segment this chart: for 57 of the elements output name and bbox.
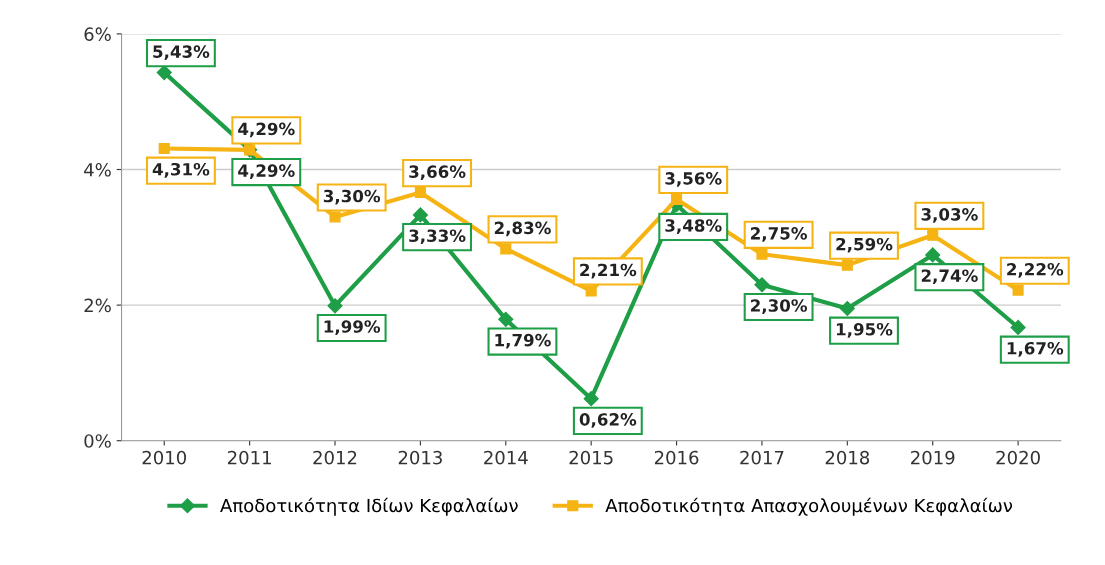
data-label: 1,79% (495, 333, 551, 349)
point (158, 142, 170, 155)
data-label: 2,83% (494, 221, 551, 237)
point (498, 311, 514, 327)
point (754, 277, 770, 293)
point (925, 247, 941, 263)
data-label: 2,30% (751, 299, 807, 314)
data-label: 3,33% (409, 229, 466, 245)
point (671, 193, 683, 205)
legend-label: Αποδοτικότητα Απασχολουμένων Κεφαλαίων (605, 497, 1013, 516)
x-tick-label: 2018 (825, 450, 870, 465)
data-label: 1,99% (324, 320, 381, 335)
point (414, 186, 426, 199)
point (329, 211, 341, 223)
x-tick-label: 2019 (911, 450, 955, 465)
x-tick-label: 2014 (484, 450, 528, 465)
y-tick-label: 6% (84, 27, 111, 42)
x-tick-label: 2017 (740, 450, 784, 465)
point (583, 391, 599, 407)
x-tick-label: 2012 (313, 450, 357, 465)
data-label: 3,30% (323, 189, 381, 205)
data-label: 2,21% (580, 263, 637, 279)
point (756, 248, 768, 260)
point (327, 298, 343, 314)
data-label: 3,48% (665, 219, 722, 234)
point (500, 243, 512, 255)
x-tick-label: 2011 (227, 450, 271, 465)
data-label: 3,56% (665, 172, 722, 187)
data-label: 4,29% (238, 164, 295, 180)
data-label: 1,95% (836, 322, 893, 338)
data-label: 5,43% (153, 45, 210, 61)
x-tick-label: 2015 (569, 450, 613, 465)
data-label: 2,59% (836, 237, 893, 253)
x-tick-label: 2016 (654, 450, 699, 465)
point (841, 259, 853, 271)
legend-label: Αποδοτικότητα Ιδίων Κεφαλαίων (220, 497, 518, 516)
data-label: 3,66% (409, 165, 466, 181)
data-label: 2,74% (921, 269, 978, 285)
point (1012, 284, 1024, 296)
data-label: 1,67% (1007, 341, 1064, 357)
data-label: 4,29% (238, 122, 295, 138)
data-label: 4,31% (152, 162, 210, 178)
data-label: 2,75% (751, 227, 807, 242)
y-tick-label: 0% (84, 434, 111, 448)
y-tick-label: 4% (84, 162, 111, 177)
point (585, 285, 597, 297)
data-label: 3,03% (921, 208, 978, 223)
x-tick-label: 2020 (996, 450, 1040, 465)
point (1010, 319, 1026, 336)
point (412, 207, 428, 223)
point (839, 300, 855, 317)
y-tick-label: 2% (84, 298, 111, 313)
x-tick-label: 2013 (398, 450, 442, 465)
x-tick-label: 2010 (142, 450, 187, 465)
data-label: 0,62% (579, 413, 637, 428)
point (927, 229, 939, 241)
data-label: 2,22% (1007, 262, 1064, 278)
